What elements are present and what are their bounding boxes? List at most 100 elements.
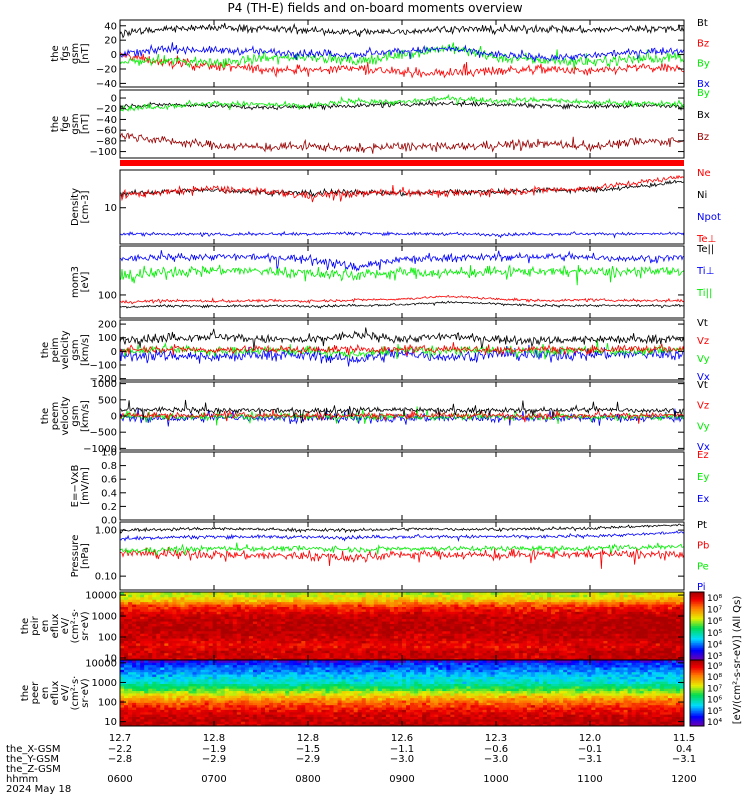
x-row-value: −2.9 xyxy=(296,754,320,765)
colorbar-tick-label: 10⁶ xyxy=(707,617,722,627)
y-axis-label: [mV/m] xyxy=(80,467,91,505)
legend-label: Vt xyxy=(697,380,708,391)
legend-label: Vz xyxy=(697,401,709,412)
y-tick-label: −500 xyxy=(90,428,117,439)
series-line-4-2 xyxy=(120,265,684,285)
colorbar-tick-label: 10⁷ xyxy=(707,606,722,616)
y-tick-label: 0 xyxy=(111,412,117,423)
colorbar-tick-label: 10⁸ xyxy=(707,594,722,604)
y-axis-label: sr·eV) xyxy=(80,611,91,640)
legend-label: Bz xyxy=(697,38,709,49)
x-row-value: 0700 xyxy=(201,774,226,785)
y-tick-label: 0 xyxy=(111,94,117,105)
x-row-value: −3.1 xyxy=(672,754,696,765)
panel-4 xyxy=(120,246,684,318)
y-tick-label: 100 xyxy=(98,333,117,344)
y-axis-label: [nT] xyxy=(80,114,91,134)
legend-label: Pb xyxy=(697,541,709,552)
legend-label: Ni xyxy=(697,190,707,201)
series-line-8-3 xyxy=(120,531,684,541)
x-tick-label: 12.8 xyxy=(297,733,319,744)
y-axis-label: [eV] xyxy=(80,272,91,293)
y-tick-label: 0.4 xyxy=(101,488,117,499)
series-line-5-4 xyxy=(120,328,684,350)
x-tick-label: 12.6 xyxy=(391,733,413,744)
y-tick-label: −20 xyxy=(96,104,117,115)
series-line-3-3 xyxy=(120,232,684,238)
x-row-value: −3.1 xyxy=(578,754,602,765)
y-tick-label: 200 xyxy=(98,320,117,331)
y-tick-label: 0.10 xyxy=(95,572,117,583)
series-line-2-1 xyxy=(120,133,684,153)
colorbar-tick-label: 10⁴ xyxy=(707,718,722,728)
colorbar-label: [eV/(cm²-s-sr-eV)] (All Qs) xyxy=(732,596,743,725)
y-tick-label: 0.2 xyxy=(101,502,117,513)
legend-label: Vy xyxy=(697,354,710,365)
legend-label: Pi xyxy=(697,582,706,593)
y-axis-label: [nPa] xyxy=(80,543,91,569)
series-line-4-1 xyxy=(120,250,684,271)
legend-label: Pt xyxy=(697,520,707,531)
colorbar-tick-label: 10³ xyxy=(707,652,722,662)
panel-frame xyxy=(120,522,684,590)
y-tick-label: −40 xyxy=(96,115,117,126)
y-tick-label: 0 xyxy=(111,347,117,358)
y-axis-label: [nT] xyxy=(80,43,91,63)
colorbar-tick-label: 10⁵ xyxy=(707,707,722,717)
legend-label: Te|| xyxy=(696,244,714,255)
legend-label: By xyxy=(697,88,710,99)
x-row-value: 0900 xyxy=(389,774,414,785)
y-tick-label: 10000 xyxy=(85,658,117,669)
y-axis-label: sr·eV) xyxy=(80,678,91,707)
legend-label: Npot xyxy=(697,212,721,223)
x-tick-label: 12.0 xyxy=(579,733,601,744)
legend-label: Ti⊥ xyxy=(696,266,714,277)
x-row-value: −2.9 xyxy=(202,754,226,765)
colorbar-tick-label: 10⁵ xyxy=(707,629,722,639)
y-tick-label: 0.8 xyxy=(101,461,117,472)
panel-frame xyxy=(120,20,684,87)
x-row-value: 1200 xyxy=(671,774,696,785)
x-tick-label: 12.7 xyxy=(109,733,131,744)
y-tick-label: 100 xyxy=(98,698,117,709)
legend-label: Vt xyxy=(697,318,708,329)
legend-label: Bx xyxy=(697,110,710,121)
x-row-value: −2.8 xyxy=(108,754,132,765)
y-tick-label: 10000 xyxy=(85,591,117,602)
legend-label: By xyxy=(697,59,710,70)
legend-label: Bz xyxy=(697,132,709,143)
legend-label: Ex xyxy=(697,494,709,505)
legend-label: Vz xyxy=(697,336,709,347)
series-line-4-4 xyxy=(120,301,684,308)
y-axis-label: [km/s] xyxy=(80,400,91,432)
y-tick-label: −100 xyxy=(90,147,117,158)
legend-label: Vy xyxy=(697,421,710,432)
plot-title: P4 (TH-E) fields and on-board moments ov… xyxy=(0,1,750,15)
panel-6 xyxy=(120,382,684,450)
panel-frame xyxy=(120,452,684,520)
x-row-value: −3.0 xyxy=(484,754,508,765)
y-tick-label: −20 xyxy=(96,64,117,75)
y-tick-label: 40 xyxy=(104,21,117,32)
y-tick-label: 1000 xyxy=(92,379,117,390)
series-line-1-4 xyxy=(120,23,684,37)
legend-label: Ti|| xyxy=(696,288,712,299)
plot-date: 2024 May 18 xyxy=(6,784,71,795)
panel-7 xyxy=(120,452,684,520)
y-tick-label: 1000 xyxy=(92,678,117,689)
y-tick-label: 0.6 xyxy=(101,475,117,486)
heatmap-cells xyxy=(120,592,684,660)
colorbar-tick-label: 10⁴ xyxy=(707,640,722,650)
y-tick-label: −40 xyxy=(96,79,117,90)
y-tick-label: 100 xyxy=(98,290,117,301)
legend-label: Ez xyxy=(697,450,709,461)
legend-label: Pe xyxy=(697,561,709,572)
y-axis-label: [km/s] xyxy=(80,334,91,366)
panel-2 xyxy=(120,90,684,158)
panel-10 xyxy=(120,660,704,727)
panel-9 xyxy=(120,592,704,661)
y-tick-label: 100 xyxy=(98,633,117,644)
panel-5 xyxy=(120,320,684,380)
series-line-4-3 xyxy=(120,295,684,303)
